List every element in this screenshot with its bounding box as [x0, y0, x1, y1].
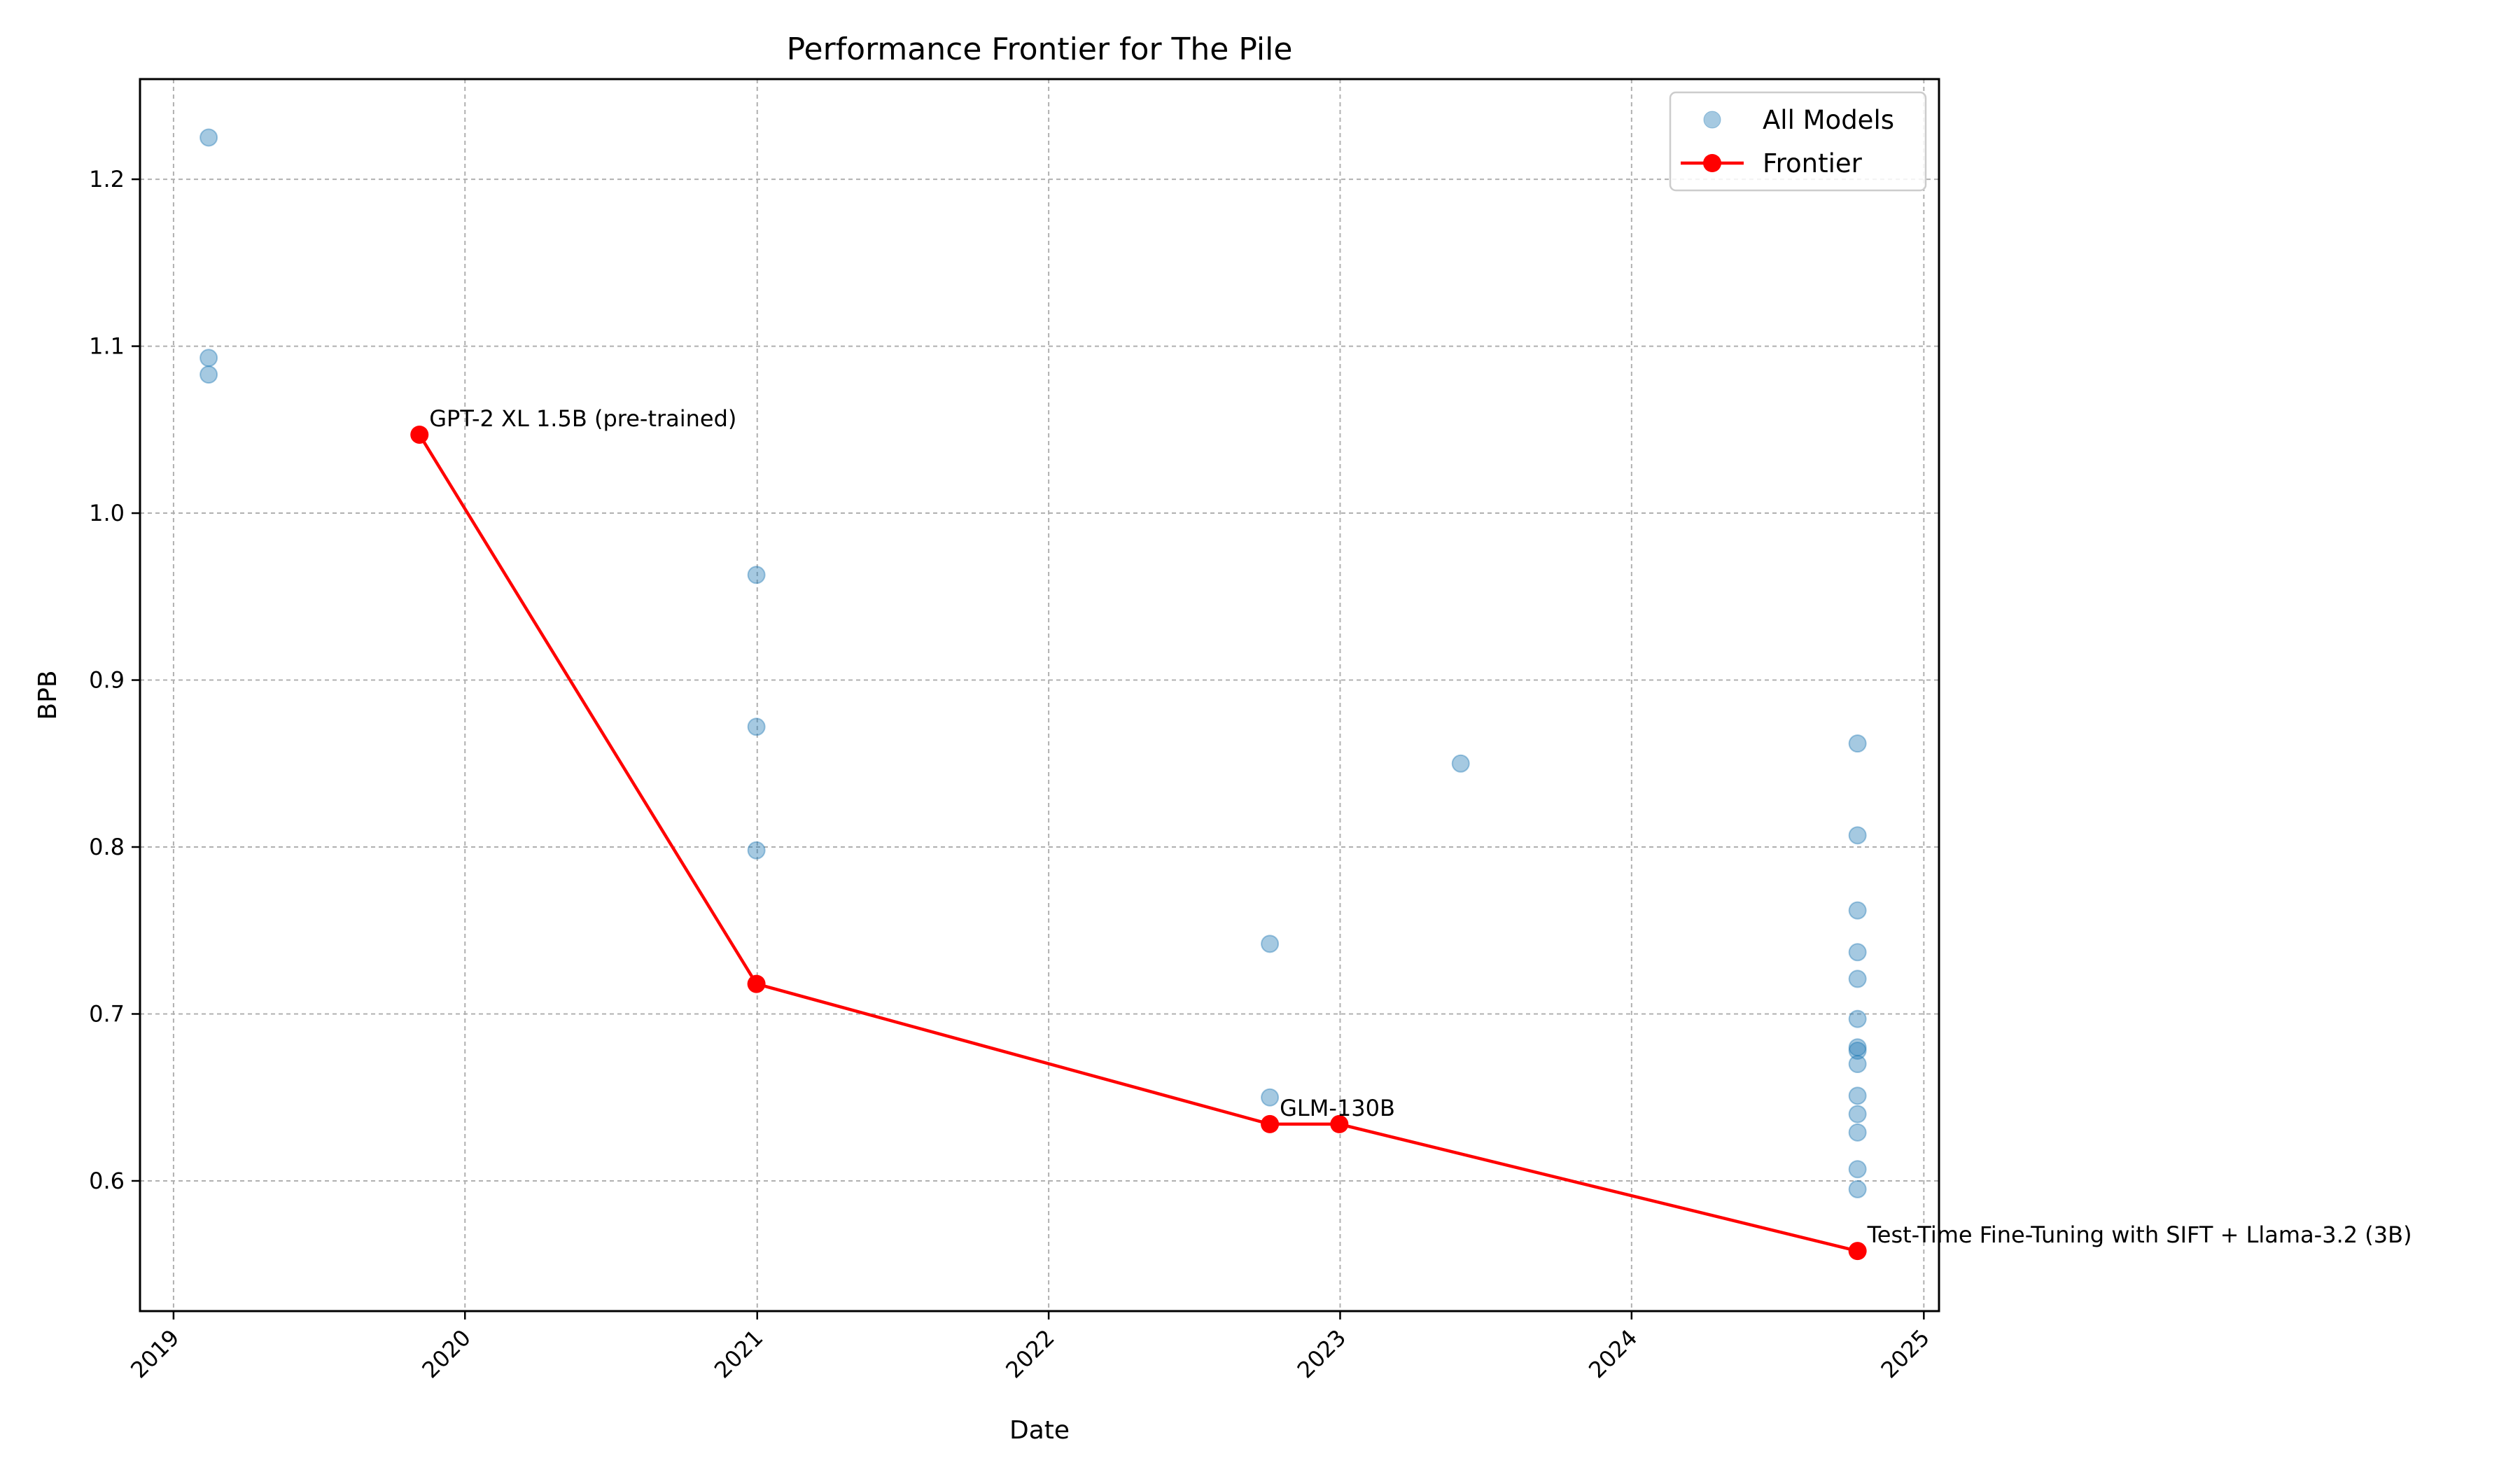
y-tick-label: 1.1: [89, 333, 125, 360]
scatter-point: [1848, 1055, 1867, 1074]
frontier-point: [1330, 1114, 1349, 1133]
scatter-point: [1848, 1038, 1867, 1057]
grid: [140, 79, 1939, 1311]
scatter-point: [747, 718, 766, 736]
frontier-point: [410, 425, 429, 444]
scatter-point: [1848, 969, 1867, 988]
series-layer: [200, 128, 1867, 1261]
scatter-point: [747, 566, 766, 584]
y-tick-label: 0.9: [89, 667, 125, 694]
scatter-point: [200, 365, 218, 384]
y-tick-label: 1.2: [89, 166, 125, 192]
annotation-label: GPT-2 XL 1.5B (pre-trained): [429, 405, 736, 432]
scatter-point: [1848, 943, 1867, 962]
frontier-point: [1261, 1114, 1280, 1133]
frontier-point: [747, 974, 766, 993]
scatter-point: [1261, 934, 1280, 953]
y-tick-label: 0.6: [89, 1168, 125, 1194]
scatter-point: [1261, 1088, 1280, 1107]
scatter-point: [1451, 754, 1470, 773]
legend-label-frontier: Frontier: [1763, 148, 1863, 178]
y-axis-label: BPB: [34, 670, 62, 720]
scatter-point: [747, 841, 766, 860]
chart-title: Performance Frontier for The Pile: [787, 31, 1293, 67]
scatter-point: [1848, 901, 1867, 920]
scatter-point: [1848, 1105, 1867, 1124]
plot-frame: [139, 78, 1940, 1312]
legend: All Models Frontier: [1669, 91, 1927, 192]
annotations: GPT-2 XL 1.5B (pre-trained) GLM-130B Test-…: [429, 405, 2412, 1248]
scatter-point: [200, 128, 218, 147]
annotation-label: GLM-130B: [1280, 1095, 1395, 1121]
scatter-point: [1848, 1160, 1867, 1179]
legend-marker-all-models: [1703, 111, 1721, 129]
scatter-point: [1848, 1086, 1867, 1105]
legend-box: [1669, 91, 1927, 192]
y-tick-label: 0.7: [89, 1001, 125, 1028]
scatter-point: [1848, 1009, 1867, 1028]
legend-label-all-models: All Models: [1763, 105, 1894, 135]
scatter-point: [1848, 1180, 1867, 1198]
legend-marker-frontier: [1703, 154, 1721, 172]
y-tick-label: 0.8: [89, 834, 125, 860]
scatter-point: [1848, 1041, 1867, 1060]
x-axis-label: Date: [1009, 1416, 1070, 1445]
scatter-point: [1848, 734, 1867, 753]
annotation-label: Test-Time Fine-Tuning with SIFT + Llama-…: [1867, 1222, 2412, 1248]
scatter-point: [200, 349, 218, 368]
y-tick-label: 1.0: [89, 500, 125, 526]
scatter-point: [1848, 1123, 1867, 1142]
scatter-point: [1848, 826, 1867, 845]
frontier-point: [1848, 1242, 1867, 1261]
